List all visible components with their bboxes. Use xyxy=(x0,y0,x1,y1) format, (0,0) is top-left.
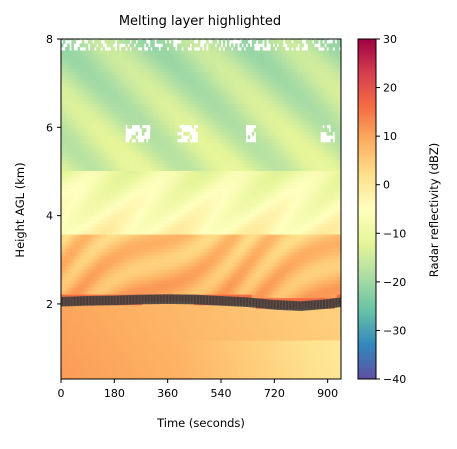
heatmap-cell xyxy=(136,139,138,143)
heatmap-cell xyxy=(86,47,88,51)
heatmap-cell xyxy=(125,43,127,47)
heatmap-cell xyxy=(71,43,73,47)
heatmap-cell xyxy=(152,43,154,47)
heatmap-cell xyxy=(129,125,131,129)
heatmap-cell xyxy=(123,139,125,143)
heatmap-cell xyxy=(127,47,129,51)
heatmap-cell xyxy=(113,47,115,51)
heatmap-cell xyxy=(67,47,69,51)
heatmap-cell xyxy=(142,132,144,136)
heatmap-cell xyxy=(129,139,131,143)
heatmap-cell xyxy=(86,43,88,47)
heatmap-cell xyxy=(156,47,158,51)
heatmap-cell xyxy=(123,47,125,51)
heatmap-cell xyxy=(142,47,144,51)
heatmap-cell xyxy=(167,40,169,44)
chart-title: Melting layer highlighted xyxy=(119,14,281,29)
heatmap-cell xyxy=(98,47,100,51)
heatmap-cell xyxy=(123,128,125,132)
heatmap-cell xyxy=(92,47,94,51)
heatmap-cell xyxy=(90,40,92,44)
heatmap-cell xyxy=(144,128,146,132)
heatmap-cell xyxy=(152,40,154,44)
heatmap-cell xyxy=(78,47,80,51)
plot-area xyxy=(61,39,341,379)
heatmap-cell xyxy=(117,43,119,47)
heatmap-cell xyxy=(136,47,138,51)
heatmap-cell xyxy=(140,125,142,129)
heatmap-cell xyxy=(123,125,125,129)
heatmap-cell xyxy=(111,43,113,47)
heatmap-cell xyxy=(67,43,69,47)
heatmap-cell xyxy=(71,47,73,51)
heatmap-cell xyxy=(144,139,146,143)
heatmap-cell xyxy=(165,47,167,51)
heatmap-cell xyxy=(117,47,119,51)
heatmap-cell xyxy=(94,43,96,47)
heatmap-cell xyxy=(123,132,125,136)
heatmap-cell xyxy=(144,40,146,44)
heatmap-cell xyxy=(146,43,148,47)
heatmap-cell xyxy=(134,135,136,139)
heatmap-cell xyxy=(100,43,102,47)
heatmap-cell xyxy=(163,40,165,44)
heatmap-cell xyxy=(102,47,104,51)
heatmap-cell xyxy=(127,40,129,44)
heatmap-cell xyxy=(98,40,100,44)
heatmap-cell xyxy=(113,40,115,44)
heatmap-cell xyxy=(63,40,65,44)
heatmap-cell xyxy=(142,43,144,47)
heatmap-cell xyxy=(148,47,150,51)
heatmap-cell xyxy=(123,135,125,139)
heatmap-cell xyxy=(136,132,138,136)
heatmap-cell xyxy=(73,40,75,44)
heatmap-cell xyxy=(134,40,136,44)
heatmap-cell xyxy=(132,43,134,47)
heatmap-cell xyxy=(82,40,84,44)
